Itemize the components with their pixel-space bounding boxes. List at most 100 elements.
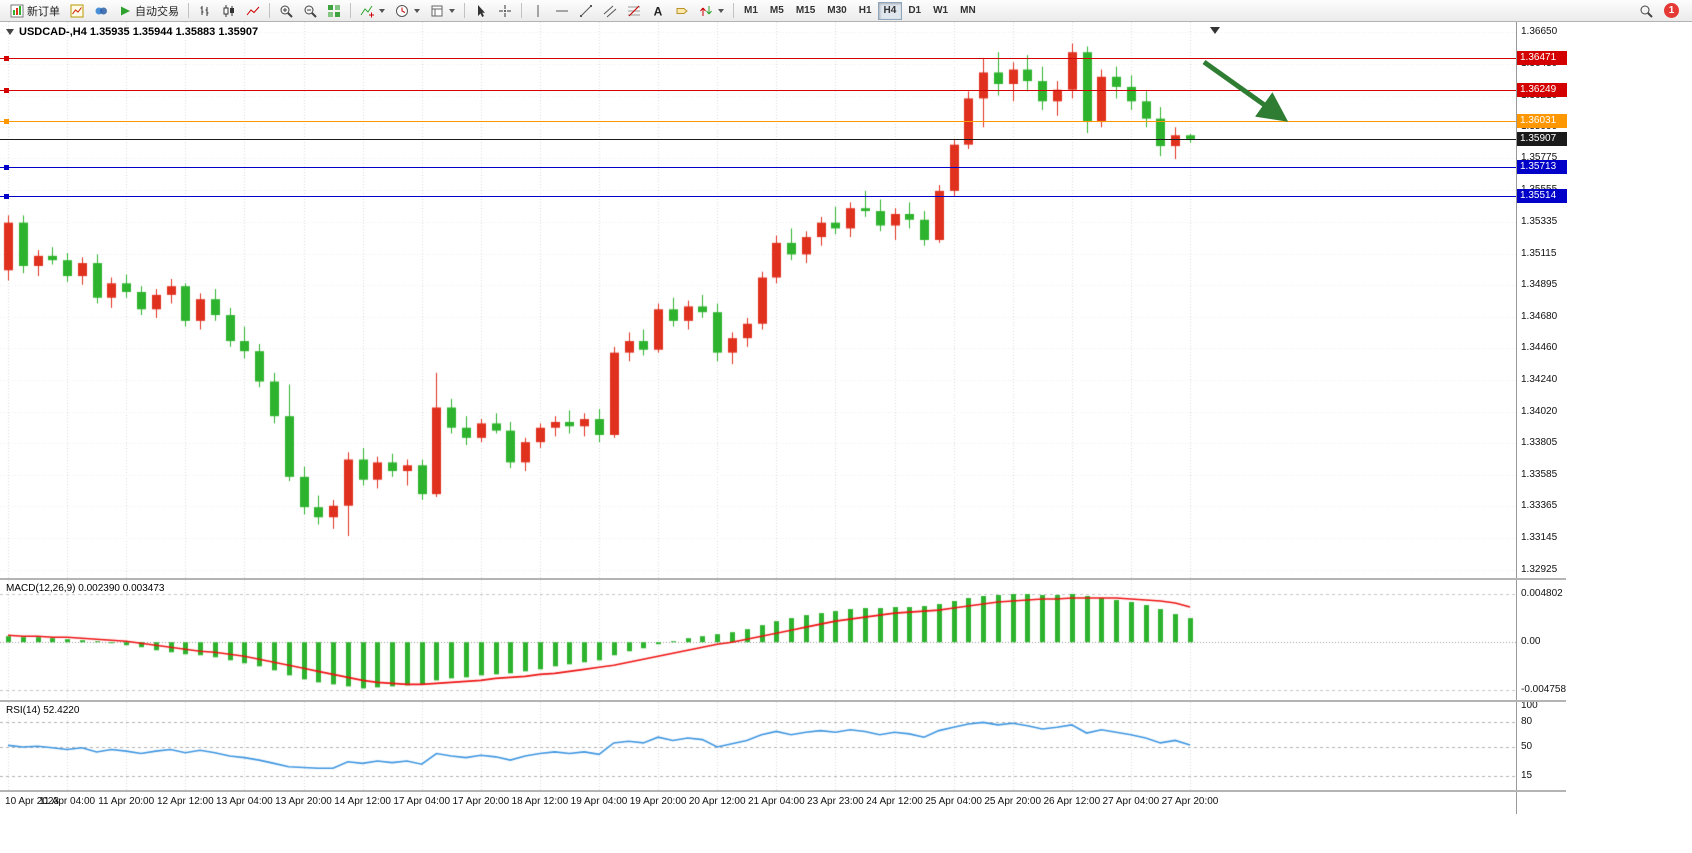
vertical-line-icon xyxy=(537,4,539,17)
macd-canvas[interactable] xyxy=(0,580,1516,700)
svg-text:A: A xyxy=(654,4,663,18)
candlestick-chart-button[interactable] xyxy=(217,1,241,21)
rsi-scale-label: 15 xyxy=(1521,769,1533,781)
horizontal-level-line[interactable] xyxy=(0,90,1516,91)
horizontal-line-button[interactable] xyxy=(550,1,574,21)
time-axis-label: 23 Apr 23:00 xyxy=(807,796,864,807)
time-axis-label: 12 Apr 12:00 xyxy=(156,796,214,807)
timeframe-m5-button[interactable]: M5 xyxy=(764,2,790,20)
price-scale-label: 1.34020 xyxy=(1521,405,1558,417)
time-axis[interactable]: 10 Apr 2023 11 Apr 04:00 11 Apr 20:00 12 Ap… xyxy=(0,792,1516,814)
toolbar-separator xyxy=(733,3,734,18)
crosshair-button[interactable] xyxy=(493,1,517,21)
new-chart-icon xyxy=(70,4,84,17)
price-scale[interactable]: 1.366501.364301.362101.359901.357751.355… xyxy=(1516,22,1567,814)
cursor-button[interactable] xyxy=(469,1,493,21)
notification-badge[interactable]: 1 xyxy=(1664,3,1679,18)
chart-title-text: USDCAD-,H4 1.35935 1.35944 1.35883 1.359… xyxy=(19,26,259,38)
auto-trading-button[interactable]: 自动交易 xyxy=(113,1,184,21)
toolbar-separator xyxy=(521,3,522,18)
clock-icon xyxy=(396,4,408,17)
trendline-button[interactable] xyxy=(574,1,598,21)
profiles-button[interactable] xyxy=(89,1,113,21)
macd-scale-label: -0.004758 xyxy=(1521,684,1567,695)
chart-shift-marker[interactable] xyxy=(1210,27,1220,34)
level-price-box: 1.35713 xyxy=(1517,160,1567,174)
trend-arrow-annotation[interactable] xyxy=(1190,52,1310,142)
chart-window: 10 Apr 2023 11 Apr 04:00 11 Apr 20:00 12 Ap… xyxy=(0,22,1567,814)
horizontal-level-line[interactable] xyxy=(0,167,1516,168)
candlestick-icon xyxy=(223,4,234,17)
search-button[interactable] xyxy=(1634,1,1658,21)
horizontal-line-icon xyxy=(556,10,568,11)
zoom-out-icon xyxy=(304,5,317,18)
new-order-icon xyxy=(10,4,24,17)
channel-icon xyxy=(603,5,617,17)
periods-button[interactable] xyxy=(390,1,425,21)
timeframe-h4-button[interactable]: H4 xyxy=(877,1,903,20)
price-scale-label: 1.33145 xyxy=(1521,532,1558,544)
text-label-icon xyxy=(676,7,688,14)
horizontal-level-line[interactable] xyxy=(0,196,1516,197)
timeframe-d1-button[interactable]: D1 xyxy=(902,2,927,20)
time-axis-label: 18 Apr 12:00 xyxy=(511,796,569,807)
one-click-trading-icon[interactable] xyxy=(6,29,14,35)
level-price-box: 1.36031 xyxy=(1517,114,1567,128)
time-axis-label: 24 Apr 12:00 xyxy=(866,796,923,807)
macd-pane-separator[interactable] xyxy=(0,578,1566,580)
time-axis-label: 19 Apr 04:00 xyxy=(570,796,628,807)
rsi-scale-label: 80 xyxy=(1521,716,1533,728)
templates-button[interactable] xyxy=(425,1,460,21)
timeframe-w1-button[interactable]: W1 xyxy=(927,2,954,20)
dropdown-caret-icon xyxy=(414,8,420,13)
horizontal-level-line[interactable] xyxy=(0,58,1516,59)
zoom-out-button[interactable] xyxy=(298,1,322,21)
timeframe-m1-button[interactable]: M1 xyxy=(738,2,764,20)
line-anchor-handle[interactable] xyxy=(4,56,9,61)
rsi-pane-separator[interactable] xyxy=(0,700,1566,702)
tile-windows-icon xyxy=(328,4,340,17)
macd-scale-label: 0.004802 xyxy=(1521,588,1563,599)
time-axis-label: 27 Apr 04:00 xyxy=(1102,796,1160,807)
arrows-button[interactable] xyxy=(694,1,729,21)
dropdown-caret-icon xyxy=(718,8,724,13)
macd-scale-label: 0.00 xyxy=(1521,636,1541,648)
timeframe-h1-button[interactable]: H1 xyxy=(853,2,878,20)
trend-arrow-line[interactable] xyxy=(1202,59,1289,122)
channel-button[interactable] xyxy=(598,1,622,21)
time-axis-label: 11 Apr 04:00 xyxy=(39,796,96,807)
text-label-button[interactable] xyxy=(670,1,694,21)
line-anchor-handle[interactable] xyxy=(4,194,9,199)
auto-trading-label: 自动交易 xyxy=(135,5,179,18)
fibonacci-button[interactable] xyxy=(622,1,646,21)
rsi-canvas[interactable] xyxy=(0,702,1516,790)
time-axis-label: 20 Apr 12:00 xyxy=(688,796,746,807)
line-anchor-handle[interactable] xyxy=(4,165,9,170)
autotrading-play-icon xyxy=(121,6,130,15)
price-scale-label: 1.35775 xyxy=(1521,152,1558,164)
new-chart-button[interactable] xyxy=(65,1,89,21)
ohlc-bars-icon xyxy=(200,5,209,16)
horizontal-level-line[interactable] xyxy=(0,121,1516,122)
line-anchor-handle[interactable] xyxy=(4,88,9,93)
t ile-windows-button[interactable] xyxy=(322,1,346,21)
timeframe-m15-button[interactable]: M15 xyxy=(790,2,821,20)
price-scale-label: 1.36650 xyxy=(1521,26,1558,37)
indicators-button[interactable] xyxy=(355,1,390,21)
zoom-in-button[interactable] xyxy=(274,1,298,21)
bar-chart-button[interactable] xyxy=(193,1,217,21)
current-price-box: 1.35907 xyxy=(1517,132,1567,146)
line-anchor-handle[interactable] xyxy=(4,119,9,124)
text-button[interactable]: A xyxy=(646,1,670,21)
line-chart-button[interactable] xyxy=(241,1,265,21)
fibonacci-icon xyxy=(628,5,640,16)
vertical-line-button[interactable] xyxy=(526,1,550,21)
new-order-button[interactable]: 新订单 xyxy=(5,1,65,21)
current-price-line xyxy=(0,139,1516,140)
timeframe-mn-button[interactable]: MN xyxy=(954,2,982,20)
time-axis-label: 11 Apr 20:00 xyxy=(98,796,155,807)
time-axis-separator xyxy=(0,790,1566,792)
line-chart-icon xyxy=(246,6,260,15)
timeframe-m30-button[interactable]: M30 xyxy=(821,2,852,20)
trendline-icon xyxy=(580,4,592,17)
